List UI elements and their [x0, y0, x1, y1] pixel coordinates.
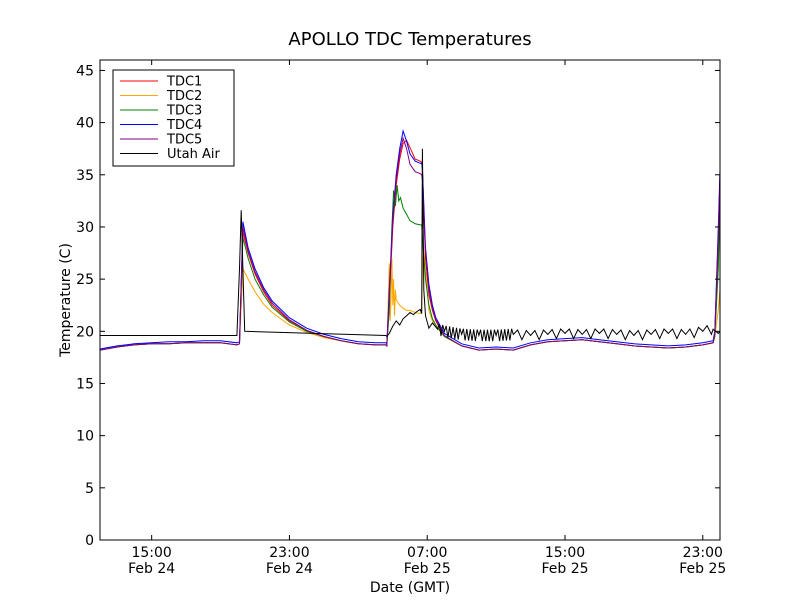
legend-label-tdc4: TDC4 [166, 118, 202, 133]
x-tick-label-date: Feb 25 [404, 561, 451, 577]
y-tick-label: 15 [76, 376, 94, 392]
y-axis-label: Temperature (C) [58, 243, 74, 358]
legend-label-tdc5: TDC5 [166, 133, 202, 148]
y-tick-label: 20 [76, 324, 94, 340]
legend-label-tdc1: TDC1 [166, 75, 202, 90]
legend-label-utah-air: Utah Air [167, 147, 220, 162]
x-tick-label-date: Feb 24 [128, 561, 175, 577]
y-tick-label: 30 [76, 220, 94, 236]
y-tick-label: 35 [76, 168, 94, 184]
legend-label-tdc2: TDC2 [166, 89, 202, 104]
y-tick-label: 5 [85, 481, 94, 497]
legend-label-tdc3: TDC3 [166, 104, 202, 119]
x-tick-label-date: Feb 24 [266, 561, 313, 577]
x-tick-label-date: Feb 25 [541, 561, 588, 577]
x-tick-label-date: Feb 25 [679, 561, 726, 577]
x-tick-label-time: 15:00 [131, 545, 171, 561]
series-layer [99, 129, 721, 351]
y-tick-label: 25 [76, 272, 94, 288]
y-tick-label: 45 [76, 63, 94, 79]
x-axis-label: Date (GMT) [370, 580, 450, 596]
x-tick-label-time: 15:00 [545, 545, 585, 561]
plot-frame [99, 59, 721, 541]
legend-box [112, 69, 235, 167]
x-tick-label-time: 23:00 [269, 545, 309, 561]
x-tick-label-time: 23:00 [683, 545, 723, 561]
y-tick-label: 10 [76, 429, 94, 445]
chart-title: APOLLO TDC Temperatures [288, 29, 531, 50]
x-tick-label-time: 07:00 [407, 545, 447, 561]
y-tick-label: 0 [85, 533, 94, 549]
series-line-utah-air [100, 148, 721, 342]
y-tick-label: 40 [76, 116, 94, 132]
series-line-tdc5 [99, 136, 721, 351]
